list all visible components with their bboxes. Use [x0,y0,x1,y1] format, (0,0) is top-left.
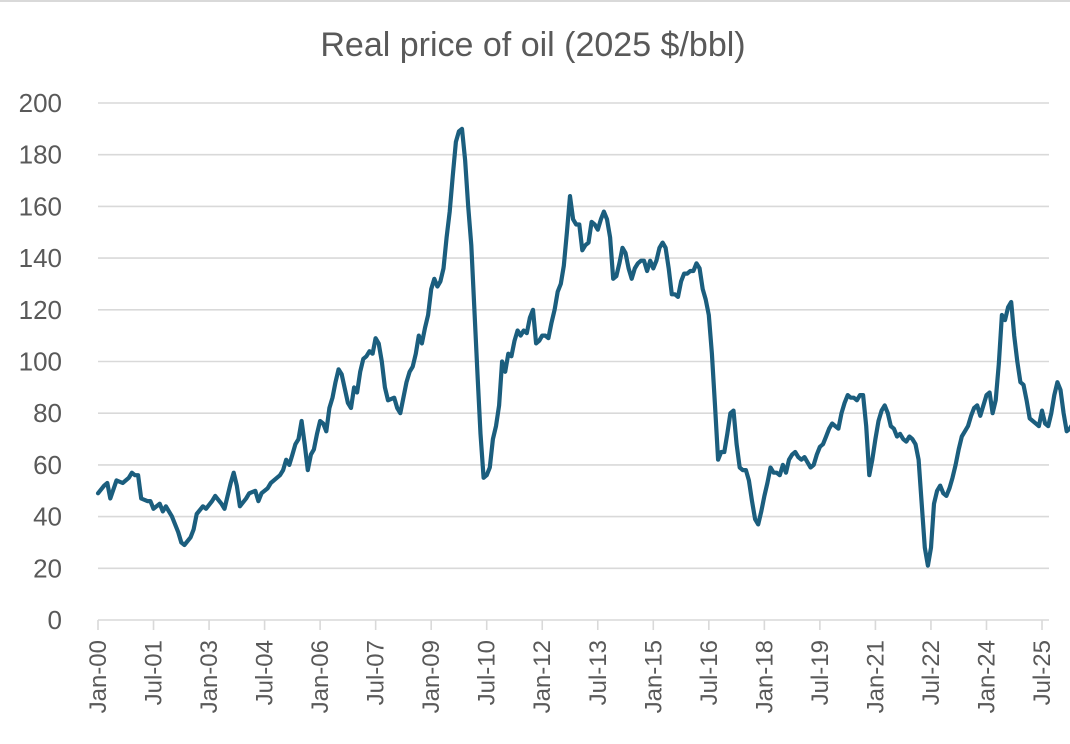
x-tick-label: Jan-15 [640,640,667,713]
x-tick-label: Jul-16 [696,640,723,705]
x-tick-label: Jan-12 [529,640,556,713]
y-tick-label: 160 [19,191,62,221]
y-tick-label: 20 [33,553,62,583]
series-line [95,126,1070,568]
gridlines [98,102,1049,570]
y-tick-label: 200 [19,88,62,118]
y-tick-label: 120 [19,295,62,325]
x-tick-label: Jul-13 [585,640,612,705]
x-tick-label: Jul-07 [363,640,390,705]
x-tick-label: Jul-10 [474,640,501,705]
y-axis-ticks: 0 20 40 60 80 100 120 140 160 180 200 [19,88,62,635]
x-tick-label: Jan-09 [418,640,445,713]
x-tick-label: Jul-04 [252,640,279,705]
top-border [0,0,1070,2]
chart-title: Real price of oil (2025 $/bbl) [320,26,745,64]
x-tick-label: Jan-24 [973,640,1000,713]
x-tick-label: Jul-01 [141,640,168,705]
x-tick-label: Jan-03 [196,640,223,713]
y-tick-label: 0 [48,605,62,635]
x-tick-label: Jul-19 [807,640,834,705]
x-axis-ticks: Jan-00 Jul-01 Jan-03 Jul-04 Jan-06 Jul-07 Jan-… [85,620,1056,713]
x-tick-label: Jan-21 [862,640,889,713]
x-tick-label: Jan-18 [751,640,778,713]
x-tick-label: Jul-22 [918,640,945,705]
y-tick-label: 60 [33,450,62,480]
y-tick-label: 100 [19,347,62,377]
y-tick-label: 40 [33,502,62,532]
y-tick-label: 180 [19,140,62,170]
y-tick-label: 140 [19,243,62,273]
y-tick-label: 80 [33,398,62,428]
x-tick-label: Jan-06 [307,640,334,713]
x-tick-label: Jul-25 [1029,640,1056,705]
x-tick-label: Jan-00 [85,640,112,713]
